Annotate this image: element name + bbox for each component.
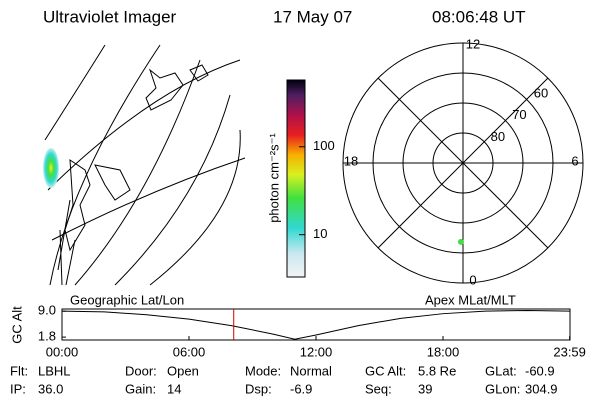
- x-tick-label: 06:00: [173, 344, 206, 359]
- polar-spoke: [377, 77, 549, 249]
- lat-label: 80: [491, 129, 505, 144]
- info-value: 14: [167, 381, 181, 396]
- info-value: 36.0: [38, 381, 63, 396]
- colorbar-label: photon cm⁻²s⁻¹: [266, 133, 281, 223]
- info-label: Seq:: [365, 381, 392, 396]
- title: Ultraviolet Imager: [43, 7, 177, 26]
- lat-label: 60: [534, 86, 548, 101]
- x-tick-label: 00:00: [46, 344, 79, 359]
- info-label: GLon:: [485, 381, 520, 396]
- alt-ylabel: GC Alt: [9, 306, 24, 344]
- mlt-label: 18: [344, 153, 358, 168]
- info-value: -6.9: [290, 381, 312, 396]
- colorbar-tick-label: 100: [313, 138, 335, 153]
- info-value: Open: [167, 363, 199, 378]
- info-label: IP:: [10, 381, 26, 396]
- y-tick-label: 1.8: [38, 329, 56, 344]
- lat-label: 70: [512, 107, 526, 122]
- colorbar-tick-label: 10: [313, 226, 327, 241]
- info-label: Dsp:: [245, 381, 272, 396]
- x-tick-label: 18:00: [427, 344, 460, 359]
- geo-map: [43, 44, 246, 286]
- info-label: Door:: [125, 363, 157, 378]
- info-value: -60.9: [525, 363, 555, 378]
- info-value: 39: [418, 381, 432, 396]
- info-label: Flt:: [10, 363, 28, 378]
- aurora-point: [457, 238, 464, 245]
- info-value: 5.8 Re: [418, 363, 456, 378]
- colorbar: [286, 79, 306, 278]
- info-value: Normal: [290, 363, 332, 378]
- mlt-label: 6: [571, 153, 578, 168]
- mlt-label: 12: [466, 36, 480, 51]
- info-label: Mode:: [245, 363, 281, 378]
- time: 08:06:48 UT: [432, 7, 526, 26]
- info-label: Gain:: [125, 381, 156, 396]
- info-value: LBHL: [38, 363, 71, 378]
- info-label: GC Alt:: [365, 363, 406, 378]
- info-value: 304.9: [525, 381, 558, 396]
- mlt-label: 0: [469, 272, 476, 287]
- alt-right-label: Apex MLat/MLT: [425, 292, 516, 307]
- x-tick-label: 23:59: [553, 344, 586, 359]
- lat-ring: [402, 102, 524, 224]
- date: 17 May 07: [273, 7, 352, 26]
- info-label: GLat:: [485, 363, 517, 378]
- lat-ring: [372, 72, 554, 254]
- x-tick-label: 12:00: [300, 344, 333, 359]
- altitude-line: [61, 309, 570, 340]
- lat-ring: [432, 132, 494, 194]
- alt-left-label: Geographic Lat/Lon: [70, 292, 184, 307]
- y-tick-label: 9.0: [38, 303, 56, 318]
